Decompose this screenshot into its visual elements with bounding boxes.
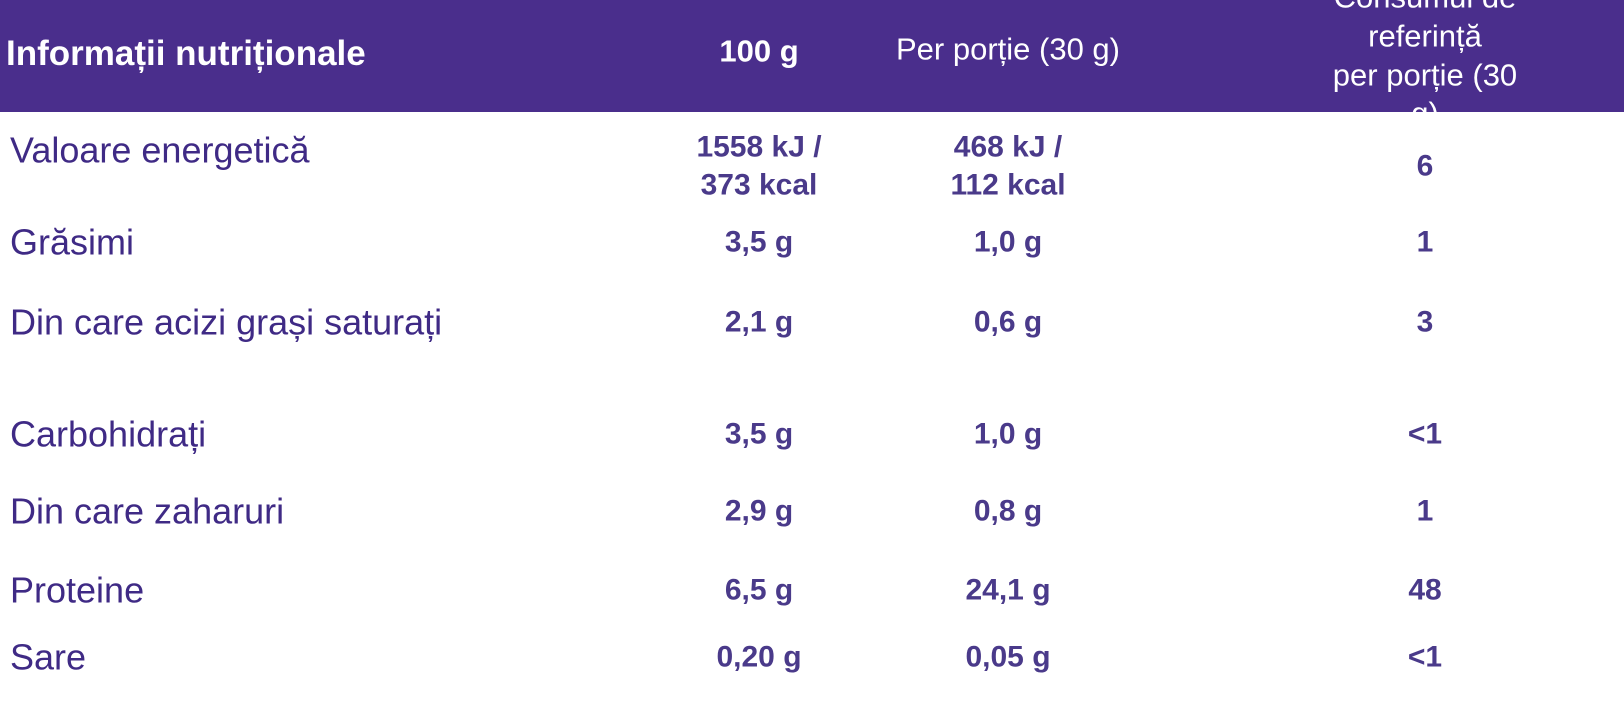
value-cell: 0,8 g xyxy=(973,494,1043,528)
value-cell: 6 xyxy=(1416,149,1434,183)
value-cell: 2,9 g xyxy=(724,494,794,528)
column-header: Per porție (30 g) xyxy=(896,31,1120,67)
row-label: Din care acizi grași saturați xyxy=(10,301,443,343)
row-label: Valoare energetică xyxy=(10,129,310,171)
value-cell: 3,5 g xyxy=(724,417,794,451)
value-cell: 0,20 g xyxy=(716,640,802,674)
header-title: Informații nutriționale xyxy=(6,34,366,74)
row-label: Grăsimi xyxy=(10,221,134,263)
value-cell: 468 kJ / 112 kcal xyxy=(950,130,1066,202)
value-cell: <1 xyxy=(1407,417,1443,451)
value-cell: 1 xyxy=(1416,494,1434,528)
value-cell: 48 xyxy=(1408,573,1442,607)
value-cell: 1 xyxy=(1416,225,1434,259)
row-label: Sare xyxy=(10,636,87,678)
value-cell: <1 xyxy=(1407,640,1443,674)
value-cell: 24,1 g xyxy=(965,573,1051,607)
column-header: 100 g xyxy=(719,33,799,69)
value-cell: 1,0 g xyxy=(973,225,1043,259)
column-header: Consumul de referință per porție (30 g) xyxy=(1332,0,1518,131)
value-cell: 6,5 g xyxy=(724,573,794,607)
value-cell: 1558 kJ / 373 kcal xyxy=(696,130,822,202)
value-cell: 3,5 g xyxy=(724,225,794,259)
row-label: Proteine xyxy=(10,569,145,611)
value-cell: 1,0 g xyxy=(973,417,1043,451)
value-cell: 3 xyxy=(1416,305,1434,339)
row-label: Carbohidrați xyxy=(10,413,207,455)
row-label: Din care zaharuri xyxy=(10,490,285,532)
header-bar xyxy=(0,0,1624,112)
value-cell: 0,05 g xyxy=(965,640,1051,674)
value-cell: 2,1 g xyxy=(724,305,794,339)
value-cell: 0,6 g xyxy=(973,305,1043,339)
